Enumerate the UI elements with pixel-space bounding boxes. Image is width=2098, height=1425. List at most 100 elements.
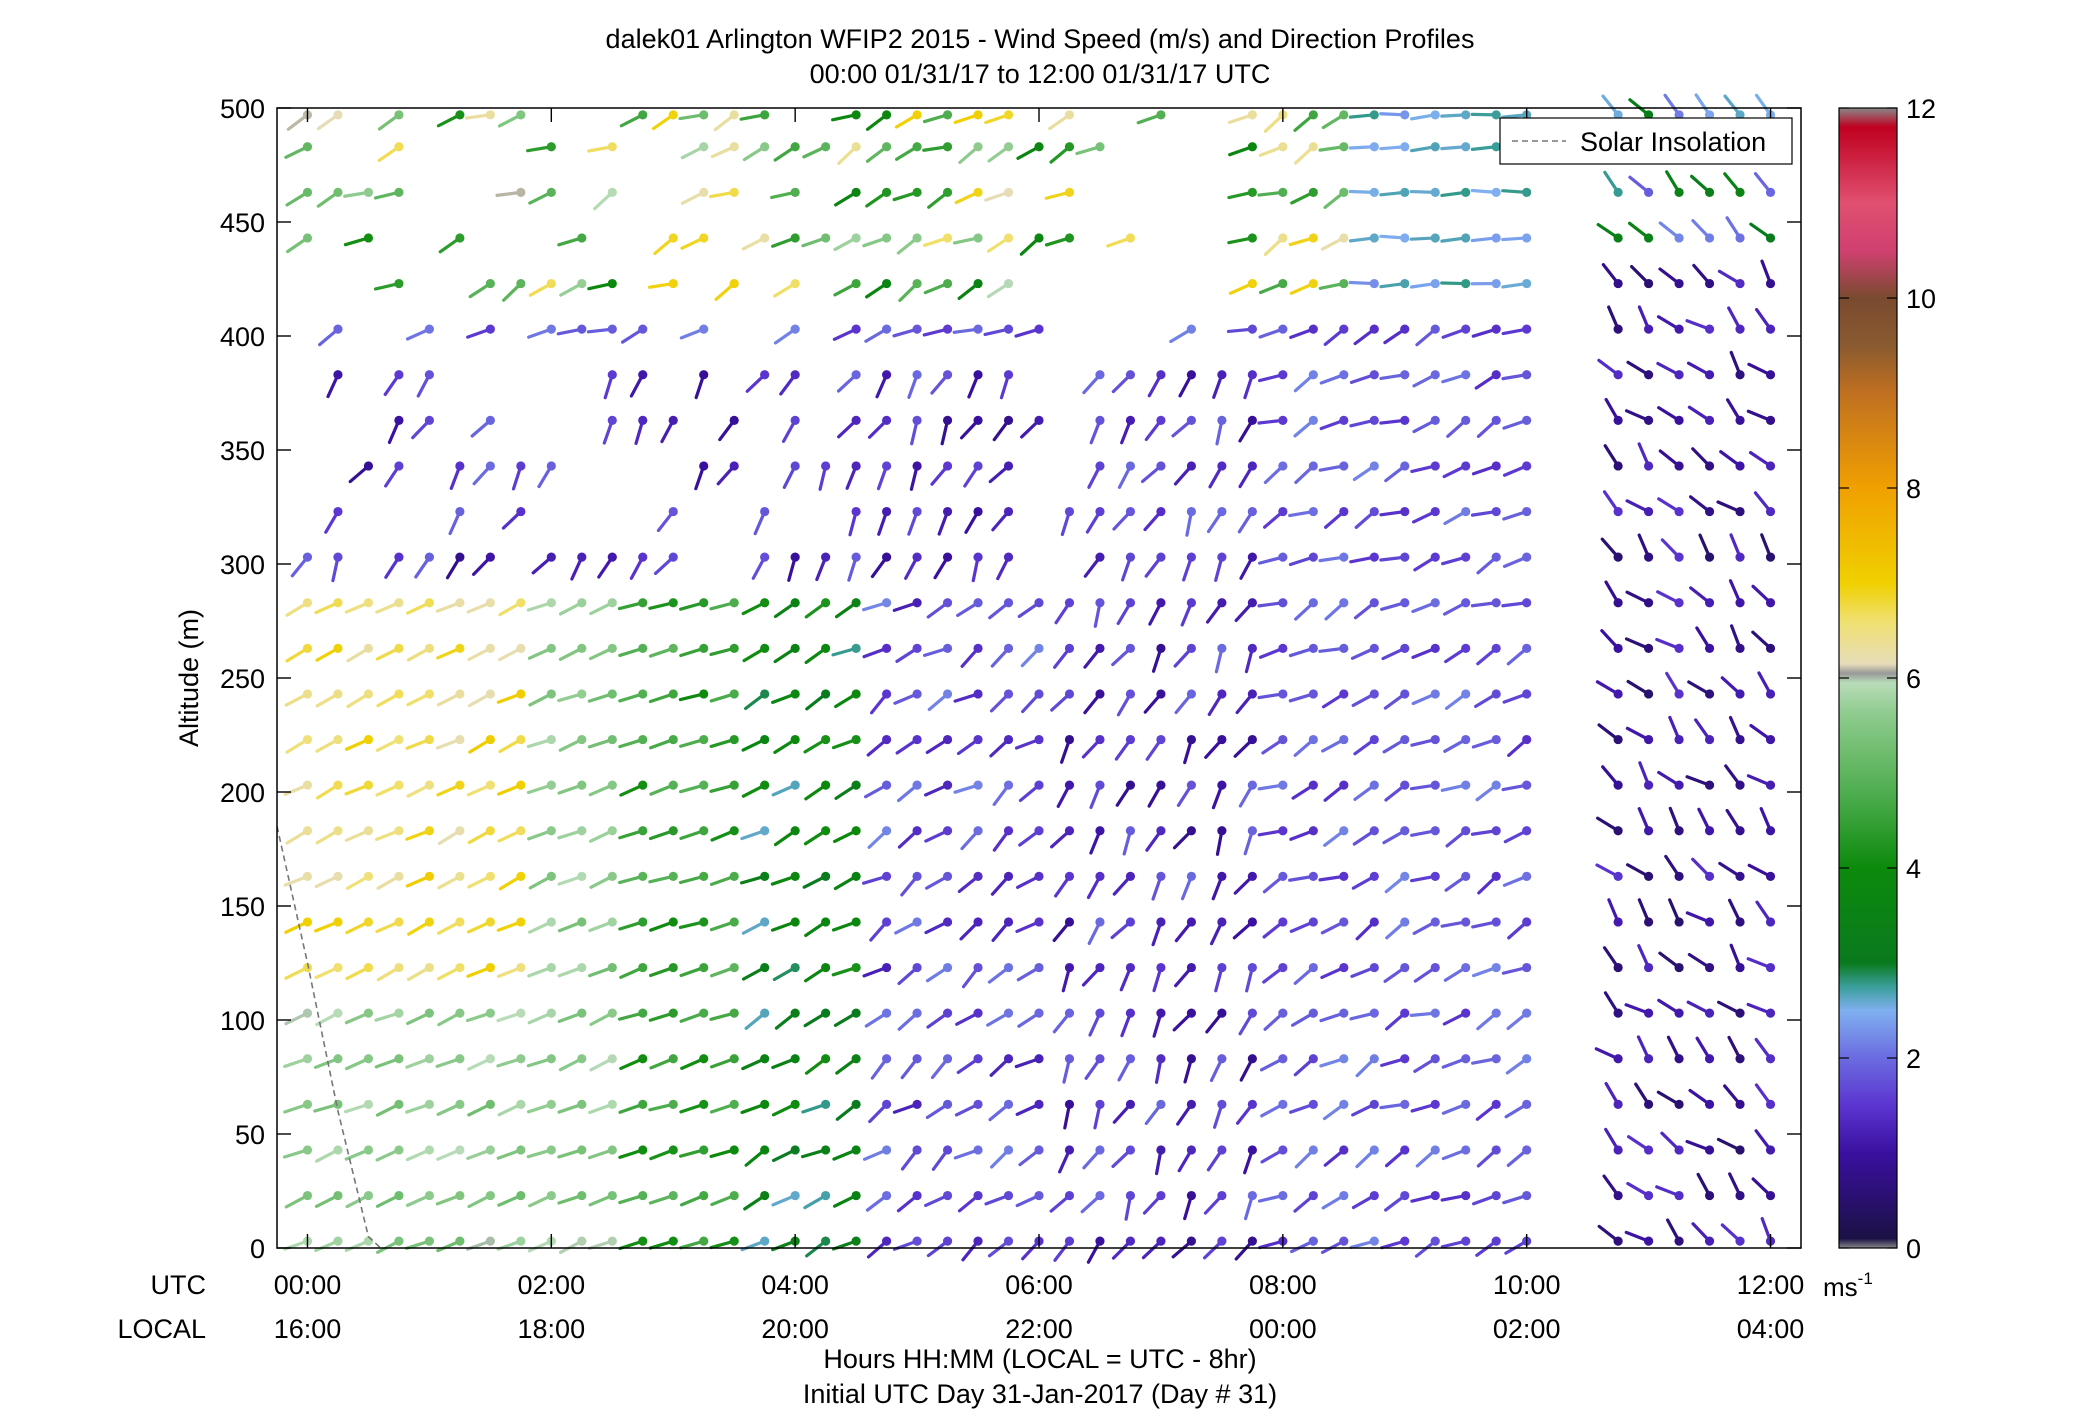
wind-barb (1440, 110, 1471, 120)
wind-barb (1470, 506, 1501, 517)
wind-barb (1178, 370, 1196, 398)
wind-barb (1379, 415, 1410, 425)
wind-barb (344, 1054, 374, 1071)
x-axis-label: Hours HH:MM (LOCAL = UTC - 8hr) (823, 1344, 1256, 1374)
wind-barb (835, 1054, 861, 1075)
wind-barb (1665, 671, 1684, 699)
wind-barb (618, 917, 648, 931)
wind-barb (344, 826, 374, 842)
wind-barb (1263, 461, 1288, 485)
wind-barb (741, 917, 770, 935)
wind-barb (648, 962, 678, 978)
wind-barb (925, 871, 953, 890)
wind-barb (375, 734, 404, 752)
wind-barb (709, 643, 739, 657)
wind-barb (1106, 233, 1136, 248)
wind-barb (900, 1145, 922, 1171)
wind-barb (1111, 370, 1136, 394)
wind-barb (1749, 222, 1776, 243)
wind-barb (1214, 552, 1227, 582)
wind-barb (501, 506, 526, 530)
wind-barb (1602, 490, 1623, 517)
wind-barb (284, 689, 313, 707)
wind-barb (678, 1145, 709, 1158)
wind-barb (619, 962, 648, 979)
wind-barb (588, 917, 617, 933)
legend-box (1499, 117, 1793, 165)
wind-barb (1020, 415, 1044, 439)
wind-barb (1759, 807, 1776, 836)
wind-barb (1637, 898, 1654, 927)
wind-barb (1688, 1088, 1715, 1109)
wind-barb (868, 1099, 892, 1124)
wind-barb (527, 1008, 556, 1025)
wind-barb (845, 461, 861, 490)
wind-barb (1729, 943, 1745, 973)
wind-barb (1152, 962, 1166, 993)
wind-barb (1379, 1099, 1410, 1110)
wind-barb (926, 1236, 953, 1258)
wind-barb (1696, 1172, 1715, 1201)
wind-barb (375, 598, 404, 614)
wind-barb (1294, 1145, 1318, 1169)
wind-barb (377, 110, 404, 131)
wind-barb (587, 1236, 617, 1250)
wind-barb (405, 734, 434, 750)
wind-barb (558, 1236, 587, 1254)
wind-barb (864, 324, 892, 343)
wind-barb (1440, 233, 1471, 243)
wind-barb (618, 689, 648, 703)
wind-barb (991, 917, 1014, 942)
wind-barb (617, 598, 648, 611)
wind-barb (894, 917, 922, 935)
wind-barb (467, 871, 495, 889)
y-tick-label: 50 (235, 1120, 265, 1150)
wind-barb (953, 689, 983, 703)
wind-barb (1411, 689, 1440, 706)
wind-barb (558, 598, 587, 616)
y-tick-label: 0 (250, 1234, 265, 1264)
chart-subtitle: 00:00 01/31/17 to 12:00 01/31/17 UTC (810, 59, 1271, 89)
y-axis-label: Altitude (m) (174, 609, 204, 747)
wind-barb (1352, 461, 1379, 482)
wind-barb (1440, 278, 1471, 289)
wind-barb (656, 506, 678, 533)
x-tick-label-local: 20:00 (761, 1314, 829, 1344)
wind-barb (1319, 370, 1349, 385)
wind-barb (1725, 398, 1745, 425)
wind-barb (314, 598, 343, 615)
wind-barb (1718, 861, 1745, 881)
wind-barb (1600, 537, 1623, 562)
wind-barb (496, 917, 526, 932)
wind-barb (869, 917, 892, 942)
wind-barb (709, 1145, 739, 1159)
wind-barb (1182, 552, 1196, 582)
wind-barb (1410, 1190, 1440, 1203)
wind-barb (649, 780, 678, 796)
wind-barb (377, 142, 404, 163)
wind-barb (804, 643, 831, 665)
wind-barb (1348, 187, 1379, 197)
wind-barb (1637, 442, 1654, 471)
wind-barb (900, 1054, 922, 1080)
wind-barb (648, 871, 678, 884)
wind-barb (739, 871, 770, 885)
wind-barb (1320, 962, 1349, 980)
wind-barb (1470, 598, 1501, 608)
wind-barb (1151, 643, 1166, 673)
wind-barb (345, 962, 374, 981)
wind-barb (649, 1054, 678, 1070)
wind-barb (526, 1099, 556, 1114)
wind-barb (496, 689, 526, 704)
wind-barb (833, 1008, 861, 1027)
wind-barb (593, 187, 617, 211)
wind-barb (282, 1145, 313, 1159)
wind-barb (1257, 598, 1288, 608)
wind-barb (1686, 361, 1715, 380)
x-tick-label-utc: 04:00 (761, 1270, 829, 1300)
wind-barb (937, 506, 953, 536)
wind-barb (375, 1145, 404, 1162)
wind-barb (603, 370, 617, 400)
wind-barb (557, 1099, 587, 1114)
wind-barb (866, 1236, 892, 1259)
